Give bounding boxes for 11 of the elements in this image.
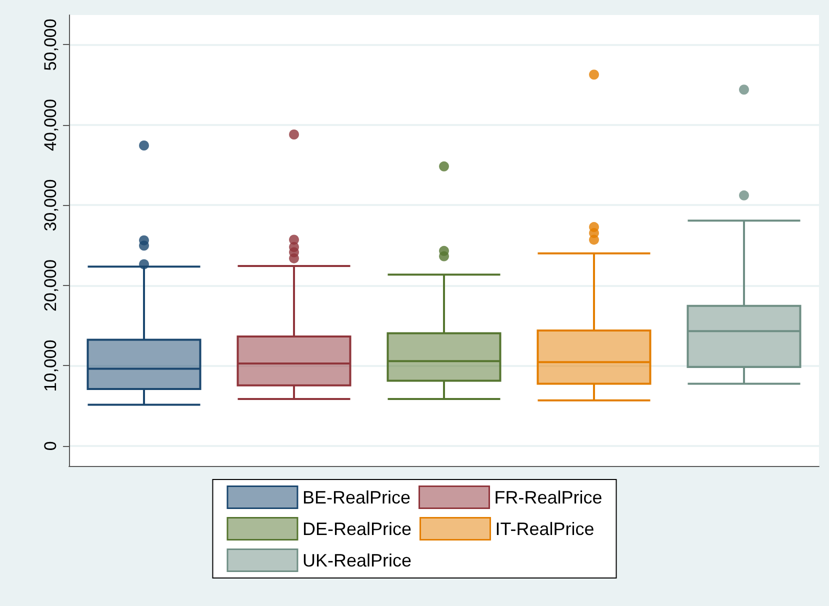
y-tick-label: 10,000 bbox=[41, 340, 60, 392]
y-tick-label: 40,000 bbox=[41, 98, 60, 151]
legend-label: UK-RealPrice bbox=[302, 550, 412, 570]
legend-label: IT-RealPrice bbox=[495, 518, 594, 539]
y-tick-label: 50,000 bbox=[41, 18, 60, 71]
legend-label: DE-RealPrice bbox=[302, 518, 412, 539]
legend-label: BE-RealPrice bbox=[302, 487, 411, 508]
y-tick-label: 20,000 bbox=[41, 259, 60, 312]
y-tick-label: 30,000 bbox=[41, 179, 60, 232]
y-tick-label: 0 bbox=[41, 441, 60, 451]
legend-label: FR-RealPrice bbox=[494, 487, 602, 508]
